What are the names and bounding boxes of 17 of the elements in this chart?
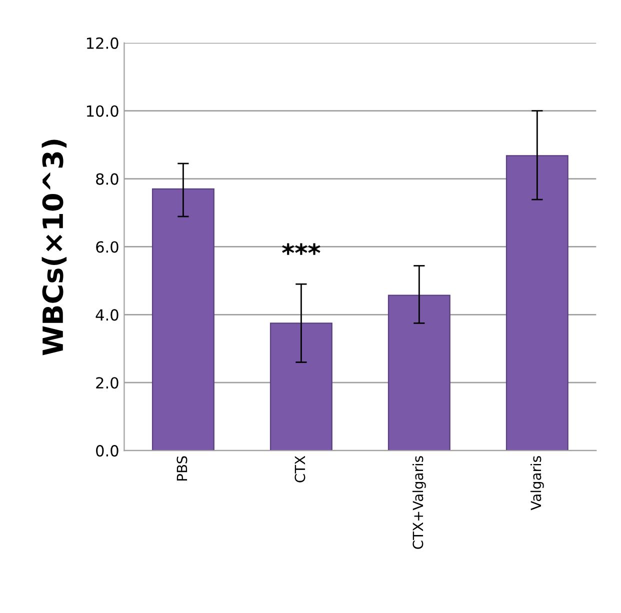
- bar: [388, 294, 450, 451]
- x-tick-label: PBS: [176, 456, 188, 481]
- y-tick-label: 12.0: [87, 37, 118, 49]
- y-tick-label: 8.0: [96, 173, 118, 185]
- y-tick-label: 0.0: [96, 445, 118, 457]
- y-tick-label: 10.0: [87, 105, 118, 117]
- x-tick-label: CTX+Valgaris: [412, 456, 426, 549]
- x-tick-label: CTX: [294, 456, 306, 482]
- annotation: ***: [282, 243, 320, 255]
- bar: [152, 188, 214, 451]
- x-tick-label: Valgaris: [530, 456, 544, 510]
- y-tick-label: 4.0: [96, 309, 118, 321]
- y-tick-label: 2.0: [96, 377, 118, 389]
- bar: [506, 155, 568, 451]
- bar: [270, 322, 332, 451]
- y-axis-title: WBCs(×10^3): [42, 140, 67, 356]
- y-tick-label: 6.0: [96, 241, 118, 253]
